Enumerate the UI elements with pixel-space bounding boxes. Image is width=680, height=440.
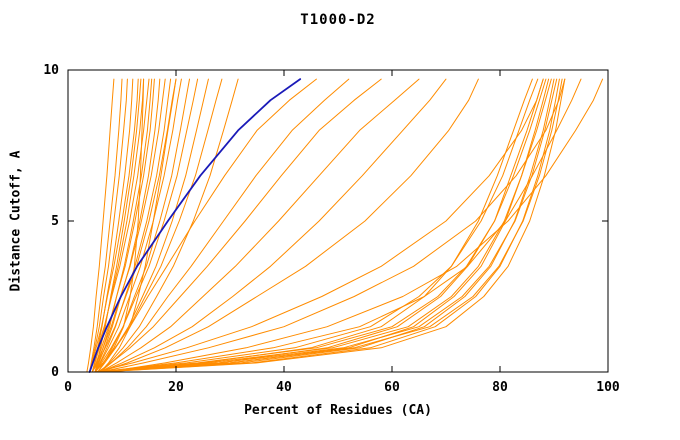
chart-title: T1000-D2: [300, 12, 376, 28]
svg-text:100: 100: [596, 380, 620, 395]
svg-text:0: 0: [64, 380, 72, 395]
x-axis-label: Percent of Residues (CA): [244, 403, 432, 418]
svg-text:0: 0: [51, 365, 59, 380]
svg-text:80: 80: [492, 380, 508, 395]
svg-text:10: 10: [43, 63, 59, 78]
svg-text:40: 40: [276, 380, 292, 395]
svg-text:60: 60: [384, 380, 400, 395]
svg-text:5: 5: [51, 214, 59, 229]
svg-text:20: 20: [168, 380, 184, 395]
